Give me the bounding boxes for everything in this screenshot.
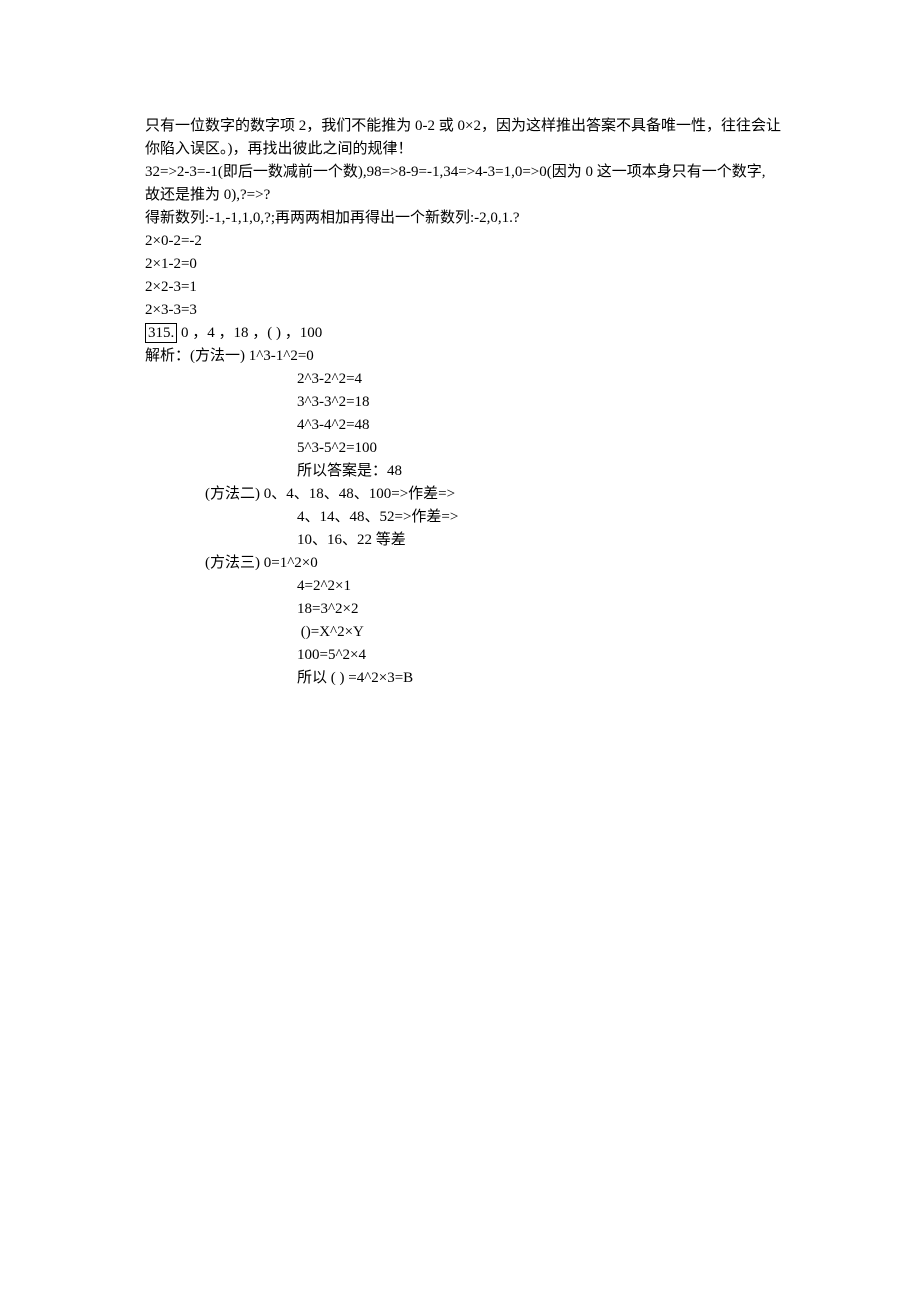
text-line: 2×2-3=1 [145,276,775,299]
solution-line: (方法二) 0、4、18、48、100=>作差=> [145,483,775,506]
solution-line: 2^3-2^2=4 [145,368,775,391]
text-line: 2×3-3=3 [145,299,775,322]
question-line: 315. 0 ，4 ，18 ，( ) ，100 [145,322,775,345]
solution-line: 100=5^2×4 [145,644,775,667]
text-line: 2×1-2=0 [145,253,775,276]
solution-line: (方法三) 0=1^2×0 [145,552,775,575]
document-body: 只有一位数字的数字项 2，我们不能推为 0-2 或 0×2，因为这样推出答案不具… [145,115,775,690]
solution-line: ()=X^2×Y [145,621,775,644]
solution-line: 5^3-5^2=100 [145,437,775,460]
solution-line: 解析：(方法一) 1^3-1^2=0 [145,345,775,368]
solution-line: 所以 ( ) =4^2×3=B [145,667,775,690]
solution-line: 4、14、48、52=>作差=> [145,506,775,529]
solution-line: 4^3-4^2=48 [145,414,775,437]
question-text: 0 ，4 ，18 ，( ) ，100 [177,325,322,341]
text-line: 故还是推为 0),?=>? [145,184,775,207]
text-line: 只有一位数字的数字项 2，我们不能推为 0-2 或 0×2，因为这样推出答案不具… [145,115,775,138]
solution-line: 10、16、22 等差 [145,529,775,552]
solution-line: 所以答案是：48 [145,460,775,483]
text-line: 32=>2-3=-1(即后一数减前一个数),98=>8-9=-1,34=>4-3… [145,161,775,184]
solution-line: 4=2^2×1 [145,575,775,598]
solution-line: 3^3-3^2=18 [145,391,775,414]
question-number: 315. [145,323,177,343]
text-line: 你陷入误区。)，再找出彼此之间的规律！ [145,138,775,161]
text-line: 2×0-2=-2 [145,230,775,253]
text-line: 得新数列:-1,-1,1,0,?;再两两相加再得出一个新数列:-2,0,1.? [145,207,775,230]
solution-line: 18=3^2×2 [145,598,775,621]
